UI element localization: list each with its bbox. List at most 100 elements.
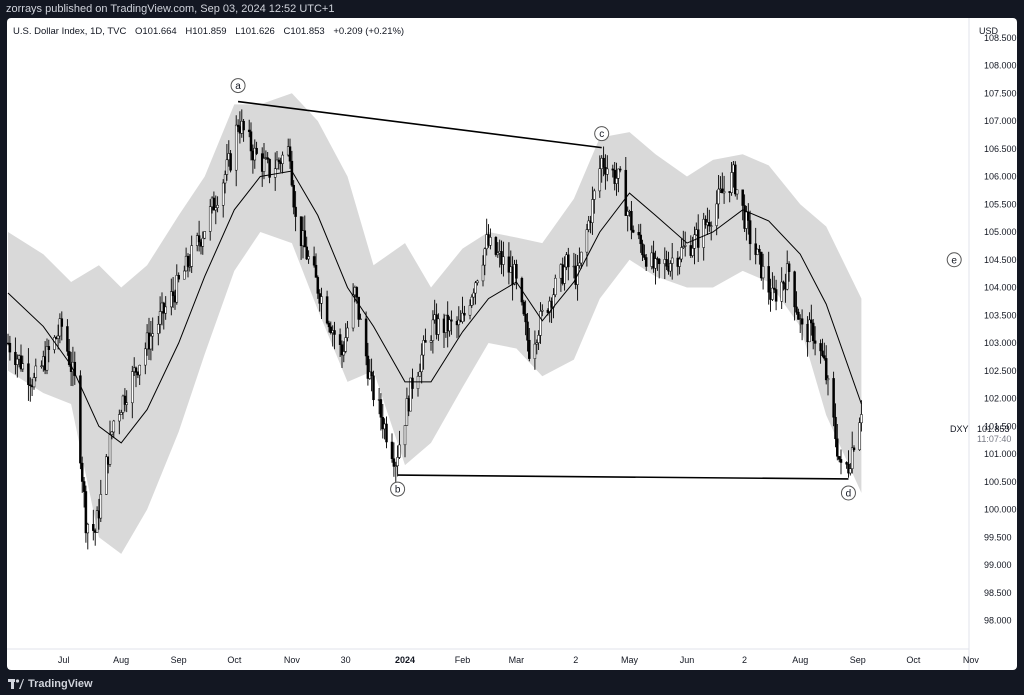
- time-scale[interactable]: Jul Aug Sep Oct Nov 30 2024 Feb Mar 2 May Jun 2 Aug Se…: [58, 655, 979, 665]
- candle-body: [602, 157, 605, 168]
- candle-body: [657, 258, 661, 265]
- legend-symbol: U.S. Dollar Index, 1D, TVC: [13, 26, 126, 37]
- candle-body: [292, 184, 295, 208]
- candle-body: [715, 203, 718, 226]
- price-tick-label: 98.500: [984, 588, 1012, 598]
- candle-body: [624, 169, 628, 216]
- candle-body: [303, 230, 307, 248]
- time-tick-label: May: [621, 655, 639, 665]
- time-tick-label: Mar: [509, 655, 525, 665]
- candle-body: [420, 354, 423, 373]
- brand-text[interactable]: TradingView: [28, 678, 93, 690]
- candle-body: [229, 153, 232, 171]
- candle-body: [157, 324, 160, 334]
- candle-body: [811, 322, 815, 342]
- wave-label-d[interactable]: d: [840, 485, 856, 501]
- publisher-text: zorrays published on TradingView.com, Se…: [6, 3, 335, 15]
- candle-body: [247, 129, 251, 132]
- candle-body: [785, 263, 789, 290]
- candle-body: [702, 218, 705, 248]
- trendline[interactable]: [397, 474, 849, 480]
- candle-body: [266, 157, 269, 160]
- candle-body: [119, 412, 123, 415]
- candle-body: [494, 237, 498, 255]
- candle-body: [112, 420, 116, 433]
- trendlines: [237, 100, 849, 480]
- candle-body: [780, 281, 783, 302]
- price-scale[interactable]: 108.500 108.000 107.500 107.000 106.500 106.0…: [984, 33, 1017, 626]
- candle-body: [626, 211, 629, 216]
- legend-close: C101.853: [283, 26, 324, 37]
- candle-body: [631, 229, 635, 233]
- candle-body: [275, 159, 279, 169]
- time-tick-label: Aug: [792, 655, 808, 665]
- time-tick-label: Nov: [284, 655, 301, 665]
- candle-body: [457, 319, 461, 326]
- candle-body: [40, 365, 43, 367]
- time-tick-label: 2: [573, 655, 578, 665]
- candle-body: [470, 296, 474, 306]
- candle-body: [537, 335, 540, 344]
- trendline[interactable]: [237, 100, 602, 149]
- candle-body: [396, 457, 399, 467]
- candle-body: [598, 168, 602, 192]
- candle-body: [175, 275, 179, 303]
- candle-body: [489, 237, 492, 246]
- candle-body: [338, 334, 342, 345]
- candle-body: [158, 311, 162, 325]
- candle-body: [203, 231, 206, 239]
- candle-body: [693, 234, 696, 249]
- candle-body: [255, 147, 258, 154]
- candle-body: [86, 524, 90, 534]
- candle-body: [392, 458, 396, 467]
- candle-body: [774, 289, 778, 302]
- price-tick-label: 107.000: [984, 116, 1017, 126]
- candle-body: [372, 375, 375, 401]
- candle-body: [721, 188, 724, 194]
- price-tick-label: 104.000: [984, 283, 1017, 293]
- wave-label-a[interactable]: a: [230, 78, 246, 94]
- candle-body: [429, 340, 433, 343]
- candle-body: [105, 456, 108, 495]
- candle-body: [771, 287, 774, 300]
- ma-line: [7, 170, 862, 444]
- candle-body: [312, 256, 316, 266]
- wave-label-c[interactable]: c: [594, 126, 610, 142]
- candle-body: [644, 257, 648, 267]
- candle-body: [580, 251, 583, 264]
- candle-body: [32, 377, 36, 388]
- candle-body: [197, 235, 201, 243]
- candle-body: [214, 207, 218, 211]
- candle-body: [66, 326, 69, 352]
- candle-body: [355, 287, 359, 298]
- candle-body: [748, 220, 752, 245]
- chart-svg[interactable]: a b c d e 108.500 108.000 107.500 107.000 106.50…: [7, 18, 1017, 670]
- candle-body: [416, 375, 420, 389]
- tradingview-logo-icon[interactable]: [8, 677, 24, 691]
- candle-body: [654, 258, 657, 269]
- footer-bar: TradingView: [0, 674, 1024, 695]
- candle-body: [507, 256, 511, 273]
- candle-body: [761, 266, 765, 279]
- wave-labels: a b c d e: [230, 78, 962, 501]
- time-tick-label: 2: [742, 655, 747, 665]
- candle-body: [483, 248, 487, 266]
- candle-body: [370, 371, 373, 377]
- legend-change: +0.209 (+0.21%): [333, 26, 404, 37]
- wave-label-e[interactable]: e: [946, 252, 962, 268]
- candle-body: [262, 158, 266, 172]
- candle-body: [422, 340, 425, 356]
- time-tick-label: Feb: [455, 655, 471, 665]
- candle-body: [554, 277, 557, 296]
- candle-body: [164, 306, 167, 314]
- legend-open: O101.664: [135, 26, 177, 37]
- wave-label-b[interactable]: b: [390, 481, 406, 497]
- candle-body: [717, 188, 720, 205]
- candle-body: [268, 158, 271, 178]
- candle-body: [808, 319, 811, 343]
- candle-body: [782, 281, 785, 284]
- price-tick-label: 108.000: [984, 61, 1017, 71]
- time-tick-label: 30: [341, 655, 351, 665]
- candle-body: [741, 189, 744, 206]
- candle-body: [463, 312, 466, 316]
